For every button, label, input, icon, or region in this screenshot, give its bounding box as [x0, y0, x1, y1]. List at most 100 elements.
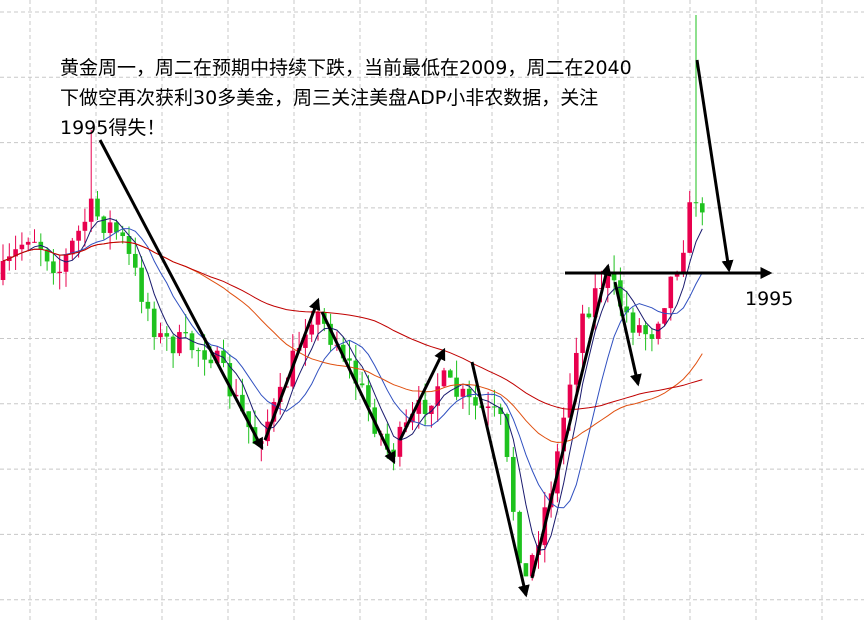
moving-average: [2, 228, 703, 509]
candle-body: [126, 236, 132, 254]
candle-body: [624, 306, 629, 313]
candle-body: [448, 370, 453, 378]
candle-body: [88, 198, 94, 222]
candle-body: [70, 240, 75, 255]
arrow: [530, 263, 612, 579]
candle-body: [240, 394, 245, 412]
candle-body: [347, 358, 352, 361]
candle-body: [139, 267, 144, 302]
candle-body: [561, 417, 566, 452]
candle-body: [63, 254, 69, 272]
candle-body: [151, 308, 157, 338]
candle-body: [649, 334, 655, 339]
candle-body: [693, 202, 699, 204]
candle-body: [25, 241, 31, 245]
annotation-line: 1995得失！: [60, 117, 165, 139]
candle-body: [637, 325, 642, 333]
candle-body: [177, 332, 182, 354]
candle-body: [246, 411, 251, 428]
candle-body: [271, 401, 277, 422]
candle-body: [618, 280, 623, 307]
arrow: [695, 59, 734, 273]
arrow: [613, 281, 642, 387]
candle-body: [460, 388, 466, 397]
candle-body: [315, 312, 321, 325]
candle-body: [145, 301, 151, 309]
annotation-line: 下做空再次获利30多美金，周三关注美盘ADP小非农数据，关注: [60, 87, 598, 109]
candle-body: [574, 352, 579, 385]
candle-body: [214, 350, 220, 364]
arrow: [470, 361, 530, 598]
candle-body: [511, 456, 516, 512]
candle-body: [227, 363, 233, 397]
candle-body: [309, 324, 314, 335]
arrow: [263, 297, 321, 441]
candle-body: [441, 370, 447, 387]
candle-body: [19, 244, 25, 250]
candle-body: [630, 312, 636, 333]
candle-body: [208, 359, 214, 364]
candle-body: [359, 383, 365, 386]
candle-body: [605, 271, 611, 288]
candle-body: [498, 407, 503, 415]
moving-average: [2, 217, 703, 551]
candle-body: [82, 221, 88, 231]
candle-body: [196, 350, 201, 352]
candle-body: [580, 313, 585, 353]
candle-body: [410, 413, 415, 423]
candle-body: [32, 241, 37, 243]
candle-body: [611, 271, 617, 281]
candle-body: [353, 360, 359, 384]
candle-body: [674, 273, 680, 277]
candle-body: [485, 406, 491, 409]
candle-body: [107, 222, 113, 233]
candle-body: [517, 511, 522, 564]
candle-body: [101, 216, 107, 233]
candle-body: [416, 399, 422, 414]
candle-body: [183, 332, 188, 334]
arrow: [98, 139, 264, 451]
candle-body: [13, 249, 18, 257]
candle-body: [120, 232, 125, 237]
candle-body: [466, 388, 472, 398]
candle-body: [76, 230, 81, 241]
candle-body: [700, 203, 705, 213]
candle-body: [662, 308, 667, 324]
candle-body: [681, 252, 686, 274]
arrows: [98, 59, 773, 598]
candle-body: [422, 399, 428, 414]
candle-body: [95, 198, 100, 217]
moving-average: [2, 241, 703, 410]
candle-body: [592, 288, 598, 318]
level-label: 1995: [745, 288, 793, 310]
candle-body: [158, 333, 163, 338]
candle-body: [435, 386, 440, 406]
candle-body: [643, 325, 648, 335]
moving-averages: [2, 217, 703, 551]
candle-body: [277, 386, 283, 402]
candle-body: [0, 261, 6, 280]
candle-body: [340, 344, 346, 359]
arrow: [398, 347, 446, 441]
candle-body: [385, 433, 390, 450]
candle-body: [529, 554, 535, 577]
candle-body: [170, 336, 176, 354]
candle-body: [164, 333, 170, 337]
candle-body: [687, 202, 692, 253]
candle-body: [473, 397, 478, 406]
candle-body: [504, 414, 510, 457]
candle-body: [189, 333, 195, 351]
candle-body: [366, 385, 371, 408]
candle-body: [492, 406, 497, 408]
candle-body: [668, 276, 674, 309]
annotation-line: 黄金周一，周二在预期中持续下跌，当前最低在2009，周二在2040: [60, 57, 632, 79]
candle-body: [429, 405, 434, 414]
candle-body: [57, 271, 62, 274]
arrow: [320, 311, 396, 465]
candle-body: [114, 222, 119, 233]
candle-body: [44, 249, 50, 262]
candle-body: [523, 563, 529, 577]
candle-body: [586, 313, 592, 318]
